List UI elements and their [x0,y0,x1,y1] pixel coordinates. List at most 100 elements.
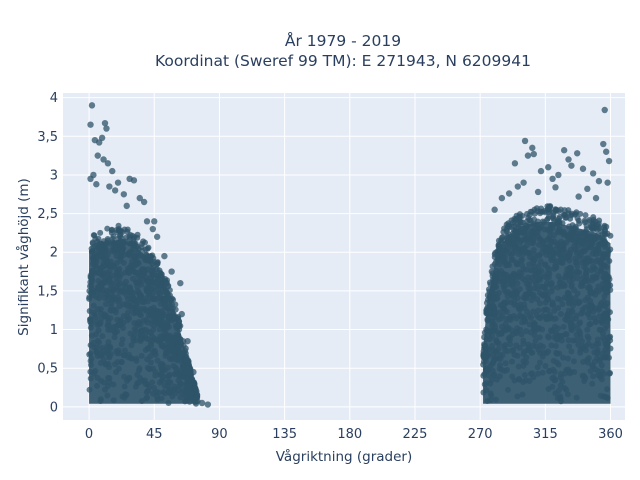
data-point [568,162,575,169]
data-point [88,332,95,339]
data-point [136,367,143,374]
data-point [513,259,520,266]
x-tick-label: 225 [403,427,428,442]
data-point [87,274,94,281]
data-point [492,396,499,403]
data-point [607,246,614,253]
data-point [534,188,542,196]
data-point [528,370,535,377]
data-point [573,209,580,216]
data-point [588,224,595,231]
data-point [148,306,155,313]
data-point [509,290,516,297]
data-point [551,368,558,375]
data-point [90,370,97,377]
data-point [103,257,110,264]
data-point [579,165,587,172]
data-point [567,264,574,271]
data-point [552,264,559,271]
data-point [498,194,506,202]
data-point [567,368,574,375]
data-point [100,379,107,386]
data-point [544,203,551,210]
data-point [105,361,112,368]
data-point [117,254,124,261]
data-point [569,308,576,315]
x-tick-label: 135 [272,427,297,442]
data-point [545,348,552,355]
data-point [130,177,138,184]
data-point [100,347,107,354]
data-point [597,241,604,248]
data-point [123,292,130,299]
data-point [580,358,587,365]
data-point [106,379,113,386]
data-point [94,152,101,159]
data-point [511,215,518,222]
data-point [505,190,513,197]
data-point [580,343,587,350]
data-point [502,360,509,367]
data-point [581,277,588,284]
data-point [113,369,120,376]
data-point [606,334,613,341]
data-point [90,339,97,346]
data-point [103,288,110,295]
data-point [500,228,507,235]
data-point [109,235,116,242]
data-point [114,328,121,335]
data-point [589,363,596,370]
data-point [511,298,518,305]
data-point [506,276,513,283]
data-point [182,357,189,364]
data-point [165,400,172,407]
data-point [505,335,512,342]
data-point [529,144,536,152]
data-point [600,393,607,400]
y-tick-label: 1,5 [37,284,58,299]
data-point [123,278,130,285]
data-point [141,305,148,312]
data-point [489,360,496,367]
data-point [145,244,152,251]
data-point [111,334,118,341]
data-point [575,341,582,348]
data-point [97,310,104,317]
data-point [555,305,562,312]
data-point [527,315,534,322]
chart-title-line1: År 1979 - 2019 [285,31,401,50]
data-point [534,364,541,371]
data-point [489,342,496,349]
y-tick-label: 2 [50,246,58,261]
data-point [539,369,546,376]
data-point [575,300,582,307]
data-point [104,160,112,167]
data-point [104,346,111,353]
data-point [589,263,596,270]
data-point [593,318,600,325]
data-point [530,150,537,158]
data-point [594,222,601,229]
data-point [144,364,151,371]
data-point [111,187,119,194]
data-point [513,315,520,322]
data-point [154,396,161,403]
data-point [504,299,511,306]
data-point [93,181,100,188]
data-point [602,270,609,277]
data-point [540,292,547,299]
y-tick-label: 3 [50,168,58,183]
data-point [526,261,533,268]
x-tick-label: 180 [337,427,362,442]
data-point [569,298,576,305]
x-tick-label: 360 [598,427,623,442]
data-point [520,229,527,236]
data-point [166,355,173,362]
data-point [531,332,538,339]
data-point [553,258,560,265]
data-point [558,259,565,266]
data-point [570,358,577,365]
data-point [150,272,157,279]
data-point [513,225,520,232]
data-point [88,245,95,252]
